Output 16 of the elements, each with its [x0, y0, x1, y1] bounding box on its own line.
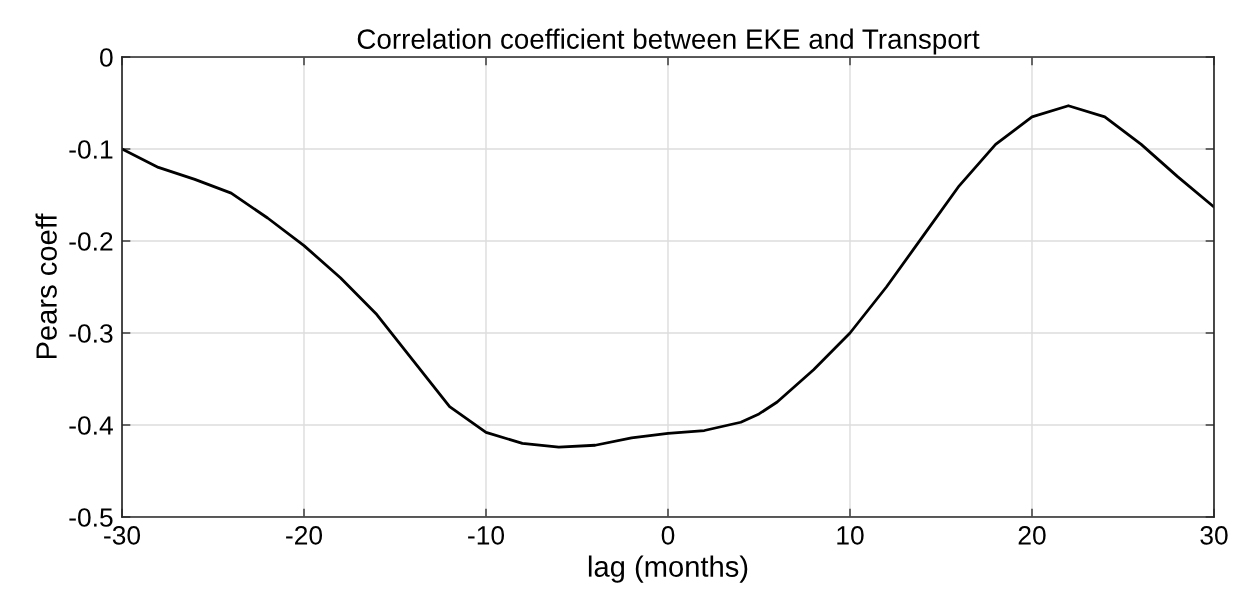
y-tick-label: 0	[100, 48, 113, 67]
x-tick-label: -10	[468, 526, 505, 545]
x-tick-label: 30	[1200, 526, 1228, 545]
x-tick-label: -20	[286, 526, 323, 545]
chart-title: Correlation coefficient between EKE and Transport	[357, 28, 980, 55]
x-tick-label: 0	[661, 526, 675, 545]
y-tick-label: -0.4	[69, 416, 113, 435]
y-tick-label: -0.2	[69, 232, 113, 251]
x-tick-label: 10	[837, 526, 864, 545]
y-tick-label: -0.1	[69, 140, 113, 159]
x-tick-label: 20	[1018, 526, 1046, 545]
x-axis-title: lag (months)	[588, 555, 748, 583]
y-tick-label: -0.5	[69, 508, 113, 527]
y-tick-label: -0.3	[69, 324, 113, 343]
x-tick-label: -30	[104, 526, 141, 545]
y-axis-title: Pears coeff	[35, 213, 57, 359]
